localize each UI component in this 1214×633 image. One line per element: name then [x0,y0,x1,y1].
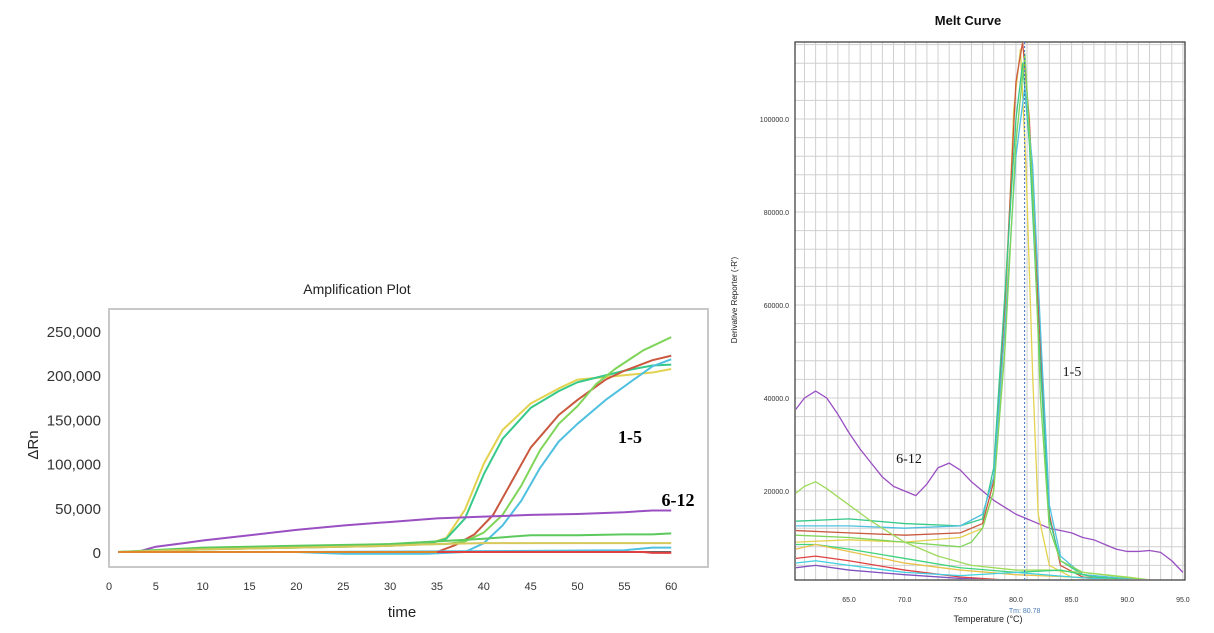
annotation-label: 1-5 [618,427,642,447]
x-tick-label: 80.0 [1009,597,1023,604]
y-tick-label: 100000.0 [760,117,789,124]
y-tick-label: 20000.0 [764,489,789,496]
series-group [796,43,1184,584]
x-tick-label: 85.0 [1065,597,1079,604]
x-tick-label: 95.0 [1176,597,1190,604]
y-axis-label: Derivative Reporter (-R') [730,256,739,343]
x-tick-label: 55 [618,581,630,593]
series-line-1-5 [796,62,1137,579]
x-tick-label: 65.0 [842,597,856,604]
x-axis-label: Temperature (°C) [953,614,1022,624]
annotation-label: 6-12 [662,490,695,510]
y-tick-label: 50,000 [55,501,101,518]
x-tick-label: 10 [197,581,209,593]
annotation-label: 1-5 [1063,365,1082,380]
x-tick-label: 35 [431,581,443,593]
annotation-label: 6-12 [896,452,922,467]
x-tick-label: 75.0 [953,597,967,604]
x-tick-label: 25 [337,581,349,593]
y-tick-label: 40000.0 [764,396,789,403]
x-tick-label: 70.0 [898,597,912,604]
x-tick-label: 60 [665,581,677,593]
series-line-6-12 [118,542,672,553]
series-line-6-12 [796,560,1114,579]
melt-curve-plot: Melt Curve 20000.0 40000.0 60000.0 80000.0 10… [730,13,1190,624]
y-tick-label: 150,000 [47,412,101,429]
tm-marker-label: Tm: 80.78 [1009,608,1041,615]
x-tick-label: 50 [571,581,583,593]
x-tick-label: 40 [478,581,490,593]
series-line-6-12 [118,532,672,553]
y-tick-label: 80000.0 [764,210,789,217]
x-tick-label: 90.0 [1120,597,1134,604]
series-line-1-5 [796,48,1114,579]
series-line-6-12 [118,509,672,553]
series-line-6-12 [796,543,1128,579]
series-line-1-5 [796,85,1137,579]
y-tick-label: 0 [93,545,101,562]
y-tick-label: 60000.0 [764,303,789,310]
chart-title: Melt Curve [935,13,1001,28]
plot-background [795,42,1185,580]
y-tick-label: 250,000 [47,324,101,341]
x-tick-label: 20 [290,581,302,593]
y-tick-label: 200,000 [47,368,101,385]
x-tick-label: 30 [384,581,396,593]
plot-frame [794,41,1186,581]
y-axis-label: ΔRn [25,430,42,459]
y-tick-label: 100,000 [47,457,101,474]
series-line-6-12 [796,481,1149,579]
x-tick-label: 45 [525,581,537,593]
series-line-6-12 [796,582,1183,584]
series-line-1-5 [796,53,1146,579]
chart-title: Amplification Plot [303,281,410,297]
series-group [118,336,672,555]
series-line-6-12 [796,564,985,579]
amplification-plot: Amplification Plot 0 50,000 100,000 150,000 2… [25,281,709,621]
x-axis-label: time [388,604,416,621]
x-tick-label: 0 [106,581,112,593]
plot-frame [108,308,709,568]
x-tick-label: 5 [153,581,159,593]
x-tick-label: 15 [243,581,255,593]
